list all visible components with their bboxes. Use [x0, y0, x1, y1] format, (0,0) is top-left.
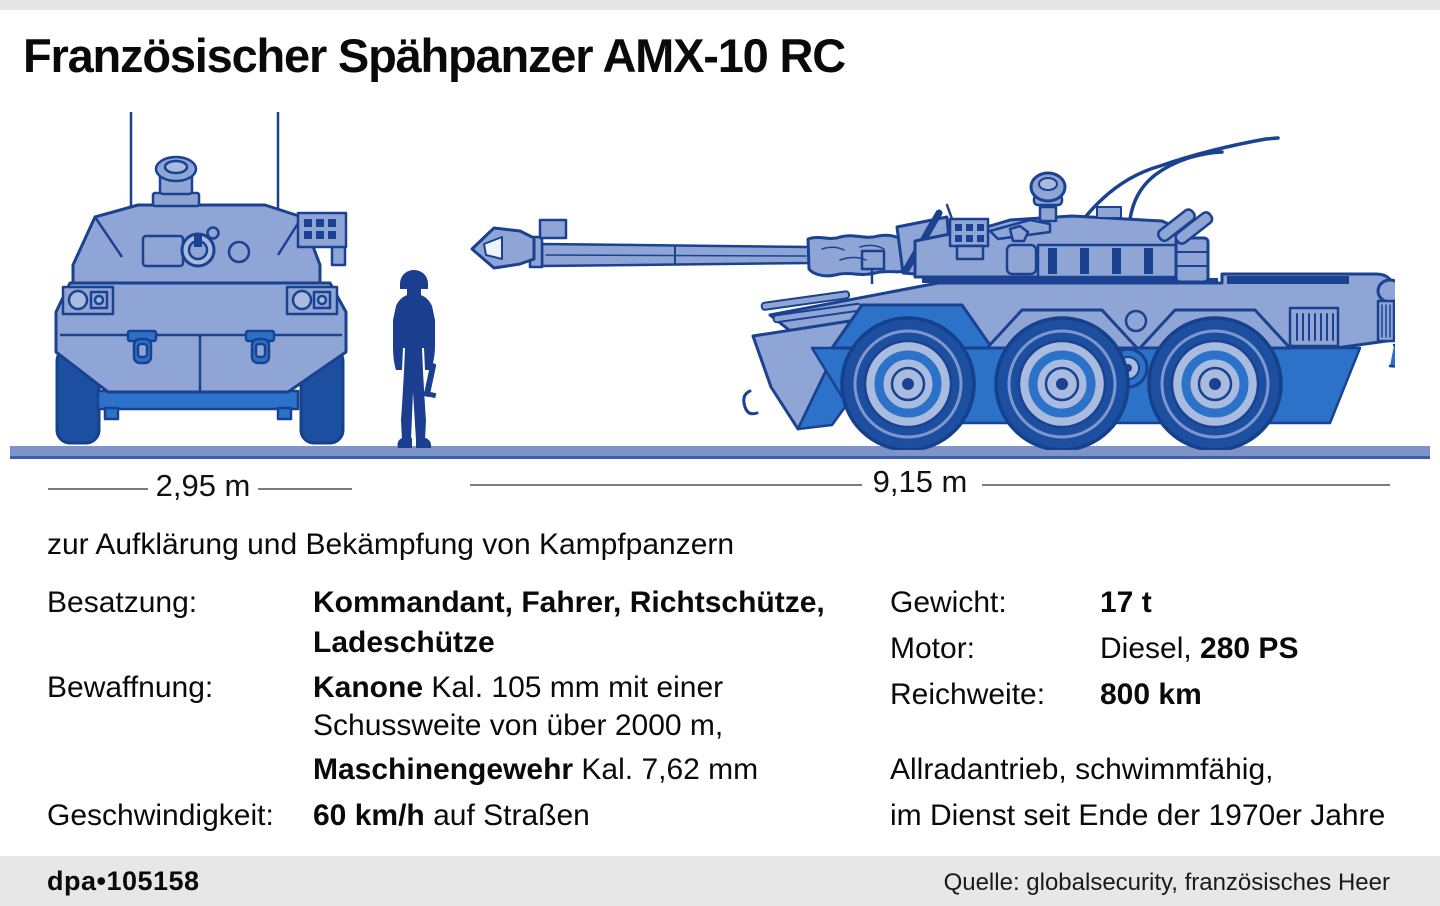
motor-prefix: Diesel,: [1100, 632, 1201, 665]
hull-port: [1124, 309, 1148, 333]
turret-hatch: [1005, 243, 1038, 276]
width-dimension-line-left: [48, 488, 148, 490]
soldier-helmet: [400, 270, 428, 289]
length-dimension-line-left: [470, 484, 862, 486]
footer-bar: [0, 856, 1440, 906]
spec-value-reichweite: 800 km: [1100, 678, 1202, 711]
spec-label-motor: Motor:: [890, 632, 976, 665]
top-strip: [0, 0, 1440, 10]
bow-hook: [742, 389, 759, 416]
dpa-credit: dpa•105158: [47, 866, 200, 896]
subtitle: zur Aufklärung und Bekämpfung von Kampfp…: [47, 528, 735, 561]
tank-side-view-illustration: [470, 136, 1395, 450]
thermal-sleeve: [806, 233, 912, 278]
width-dimension-label: 2,95 m: [155, 468, 251, 503]
note-line1: Allradantrieb, schwimmfähig,: [890, 753, 1274, 786]
spec-label-geschwindigkeit: Geschwindigkeit:: [47, 799, 274, 832]
soldier-body: [393, 294, 435, 440]
front-tow-hooks: [126, 329, 276, 365]
spec-value-kanone-line2: Schussweite von über 2000 m,: [313, 709, 724, 742]
deck-strips: [922, 276, 1349, 284]
periscope: [1029, 171, 1067, 223]
front-driver-hatch: [141, 234, 185, 268]
spec-value-kanone: Kanone Kal. 105 mm mit einer: [313, 671, 723, 705]
side-antenna-short: [1128, 150, 1224, 221]
rear-hook: [1388, 343, 1395, 368]
side-antenna-long: [1071, 136, 1280, 235]
spec-value-motor: Diesel, 280 PS: [1100, 632, 1298, 666]
rear-grille: [1288, 299, 1395, 348]
wheel: [840, 316, 976, 450]
length-dimension-line-right: [982, 484, 1390, 486]
wheel: [994, 316, 1130, 450]
spec-value-besatzung-line1: Kommandant, Fahrer, Richtschütze,: [313, 586, 825, 619]
front-smoke-launcher-box: [296, 211, 348, 267]
spec-label-gewicht: Gewicht:: [890, 586, 1007, 619]
spec-label-bewaffnung: Bewaffnung:: [47, 671, 214, 704]
kanone-bold: Kanone: [313, 671, 424, 704]
spec-value-mg: Maschinengewehr Kal. 7,62 mm: [313, 753, 758, 787]
soldier-rifle: [423, 363, 437, 397]
smoke-launchers: [1156, 208, 1214, 245]
sight-pendant: [1008, 224, 1030, 243]
soldier-silhouette: [393, 270, 437, 448]
spec-value-besatzung-line2: Ladeschütze: [313, 626, 495, 659]
length-dimension-label: 9,15 m: [872, 464, 968, 499]
speed-bold: 60 km/h: [313, 799, 425, 832]
motor-bold: 280 PS: [1200, 632, 1299, 665]
grenade-box: [945, 203, 990, 261]
mg-bold: Maschinengewehr: [313, 753, 574, 786]
speed-rest: auf Straßen: [424, 799, 590, 832]
front-headlights: [61, 285, 339, 316]
source-credit: Quelle: globalsecurity, französisches He…: [943, 869, 1390, 896]
width-dimension-line-right: [258, 488, 352, 490]
road-wheels: [840, 316, 1283, 450]
tank-front-view-illustration: [54, 112, 348, 445]
mg-rest: Kal. 7,62 mm: [573, 753, 759, 786]
front-lower-hull: [96, 389, 300, 421]
turret-slats: [1036, 243, 1178, 279]
wheel: [1147, 316, 1283, 450]
spec-value-gewicht: 17 t: [1100, 586, 1152, 619]
front-periscope: [151, 155, 201, 208]
page-title: Französischer Spähpanzer AMX-10 RC: [23, 29, 846, 82]
note-line2: im Dienst seit Ende der 1970er Jahre: [890, 799, 1386, 832]
rear-cap: [1376, 278, 1395, 304]
spec-label-reichweite: Reichweite:: [890, 678, 1046, 711]
gun-barrel: [470, 218, 912, 278]
spec-label-besatzung: Besatzung:: [47, 586, 198, 619]
spec-value-geschwindigkeit: 60 km/h auf Straßen: [313, 799, 590, 833]
kanone-rest: Kal. 105 mm mit einer: [423, 671, 724, 704]
